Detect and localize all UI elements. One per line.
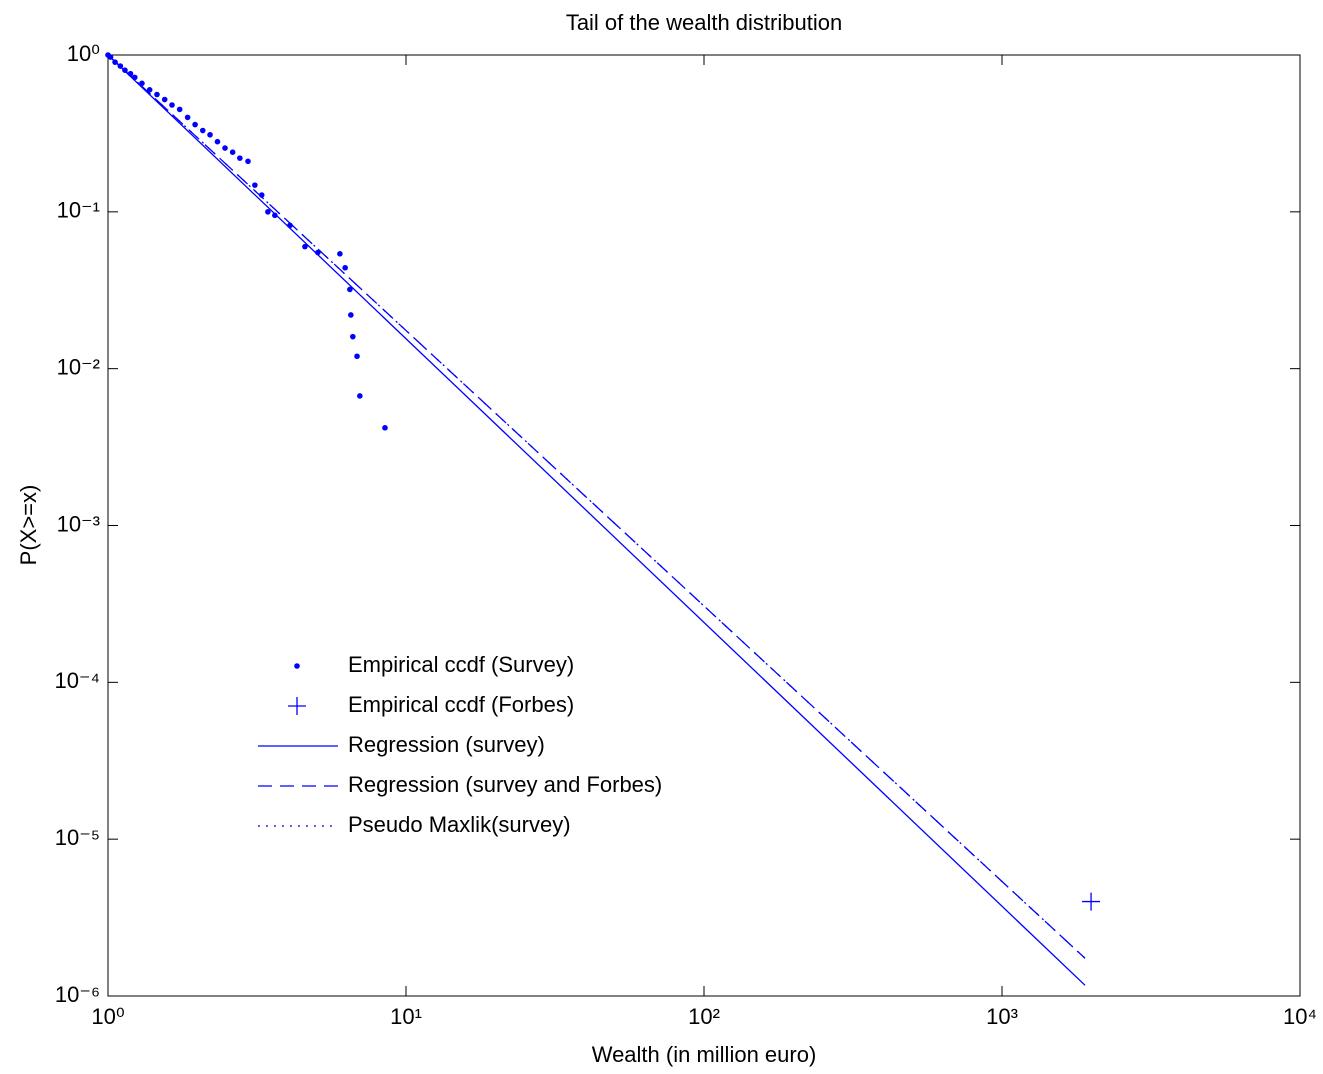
- data-point: [265, 209, 271, 215]
- data-point: [245, 158, 251, 165]
- y-tick-label: 10⁻³: [57, 511, 100, 536]
- x-tick-label: 10⁴: [1283, 1004, 1317, 1029]
- chart-title: Tail of the wealth distribution: [566, 10, 842, 35]
- series-line: [107, 54, 1086, 959]
- data-point: [382, 424, 388, 431]
- data-point: [214, 138, 221, 145]
- data-point: [354, 353, 360, 360]
- x-tick-label: 10¹: [390, 1004, 422, 1029]
- y-tick-label: 10⁰: [67, 41, 100, 66]
- x-tick-label: 10⁰: [91, 1004, 124, 1029]
- y-tick-label: 10⁻⁶: [55, 982, 100, 1007]
- legend-label: Pseudo Maxlik(survey): [348, 812, 571, 837]
- data-point: [348, 312, 354, 318]
- data-point: [146, 86, 153, 93]
- x-tick-label: 10²: [688, 1004, 720, 1029]
- legend-symbol: [294, 663, 300, 669]
- data-point: [184, 114, 191, 121]
- data-point: [154, 91, 160, 98]
- data-point: [237, 155, 243, 161]
- data-point: [337, 251, 343, 257]
- data-point: [1082, 892, 1101, 911]
- y-tick-label: 10⁻⁴: [54, 668, 100, 693]
- data-point: [207, 131, 213, 138]
- data-point: [176, 106, 183, 113]
- y-tick-label: 10⁻¹: [57, 198, 100, 223]
- data-point: [229, 149, 236, 156]
- legend-label: Regression (survey and Forbes): [348, 772, 662, 797]
- series-line: [107, 54, 1086, 986]
- data-point: [350, 333, 356, 340]
- data-point: [302, 243, 308, 250]
- data-point: [222, 145, 228, 151]
- y-tick-label: 10⁻²: [57, 354, 100, 379]
- data-point: [272, 212, 278, 219]
- legend-label: Regression (survey): [348, 732, 545, 757]
- data-point: [347, 286, 353, 293]
- y-tick-label: 10⁻⁵: [55, 825, 100, 850]
- data-point: [169, 102, 175, 108]
- data-point: [199, 127, 206, 134]
- legend-symbol: [288, 697, 306, 715]
- x-tick-label: 10³: [986, 1004, 1018, 1029]
- data-point: [192, 121, 198, 128]
- data-point: [161, 96, 168, 103]
- legend-label: Empirical ccdf (Survey): [348, 652, 574, 677]
- legend-label: Empirical ccdf (Forbes): [348, 692, 574, 717]
- data-point: [252, 182, 258, 188]
- x-axis-label: Wealth (in million euro): [592, 1042, 817, 1067]
- data-point: [357, 393, 363, 399]
- y-axis-label: P(X>=x): [16, 485, 41, 566]
- data-point: [342, 264, 348, 271]
